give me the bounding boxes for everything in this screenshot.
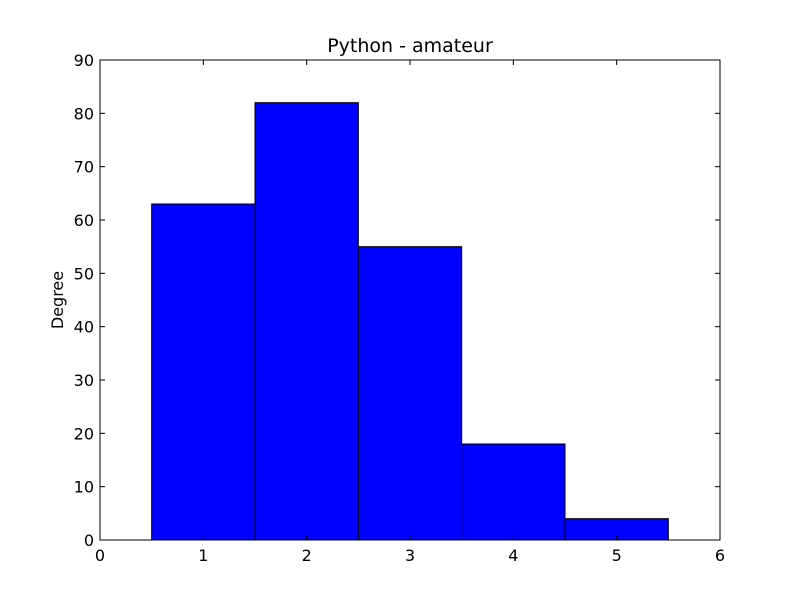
- y-tick-label-70: 70: [74, 158, 94, 177]
- x-tick-label-5: 5: [612, 546, 622, 565]
- bar-3: [357, 246, 463, 541]
- bar-1: [151, 203, 256, 541]
- x-tick-label-4: 4: [508, 546, 518, 565]
- y-tick-label-30: 30: [74, 371, 94, 390]
- bar-4: [461, 443, 566, 541]
- x-tick-label-1: 1: [198, 546, 208, 565]
- y-tick-label-80: 80: [74, 104, 94, 123]
- y-tick-label-0: 0: [84, 531, 94, 550]
- x-tick-label-0: 0: [95, 546, 105, 565]
- y-axis-label: Degree: [48, 271, 67, 329]
- y-tick-label-50: 50: [74, 264, 94, 283]
- chart-title: Python - amateur: [327, 35, 493, 57]
- x-tick-label-6: 6: [715, 546, 725, 565]
- y-tick-label-10: 10: [74, 478, 94, 497]
- bars-layer: [151, 102, 669, 541]
- x-tick-label-3: 3: [405, 546, 415, 565]
- y-tick-label-60: 60: [74, 211, 94, 230]
- bar-2: [254, 102, 359, 541]
- y-tick-label-90: 90: [74, 51, 94, 70]
- y-tick-label-40: 40: [74, 318, 94, 337]
- x-tick-label-2: 2: [302, 546, 312, 565]
- y-tick-label-20: 20: [74, 424, 94, 443]
- plot-area-frame: [99, 59, 721, 541]
